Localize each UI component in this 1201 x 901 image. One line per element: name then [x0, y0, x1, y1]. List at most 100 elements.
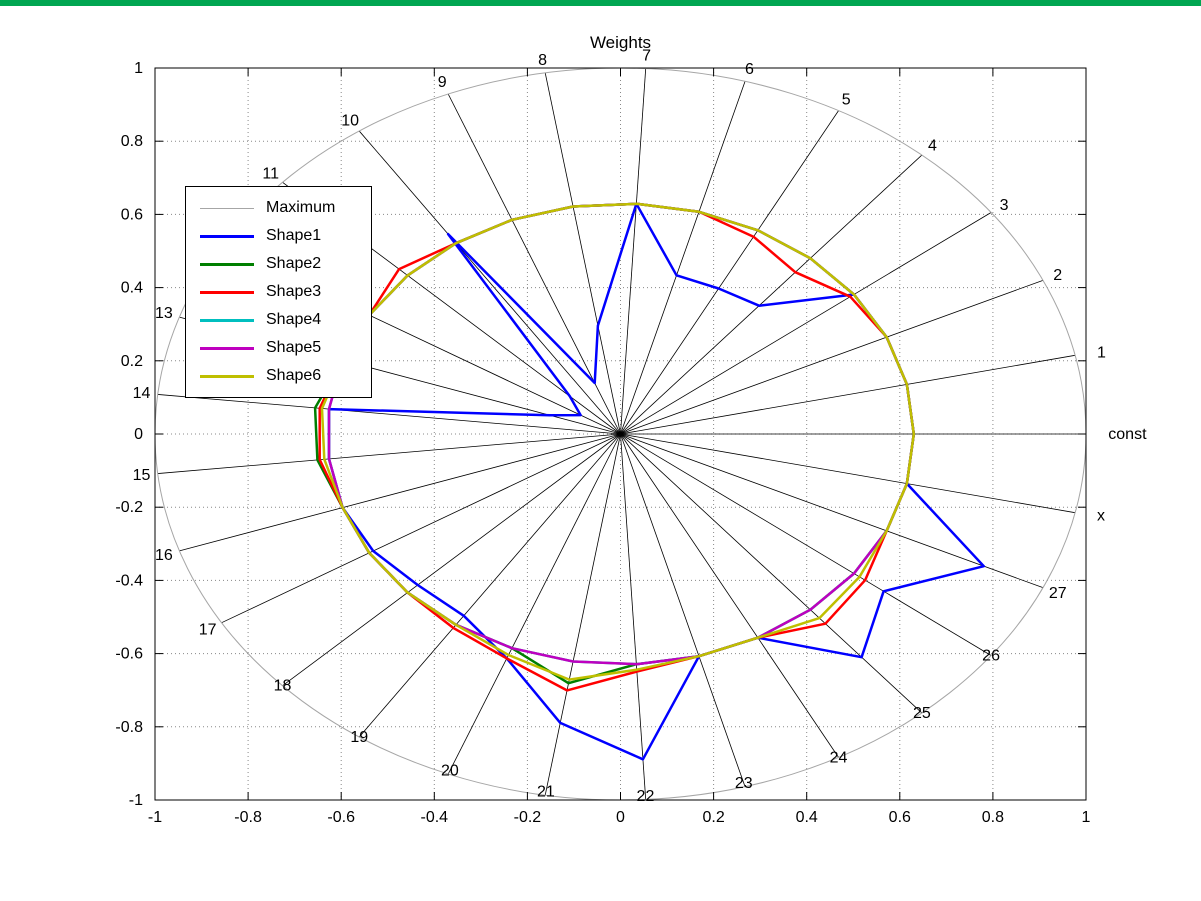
x-tick-label: 0.8 [982, 809, 1004, 826]
spoke-line-3 [620, 212, 992, 435]
spoke-label-27: 27 [1049, 585, 1067, 602]
spoke-line-25 [620, 433, 923, 714]
spoke-label-14: 14 [133, 385, 151, 402]
spoke-label-10: 10 [341, 112, 359, 129]
x-tick-label: 1 [1082, 809, 1091, 826]
legend-item-Shape4[interactable]: Shape4 [186, 306, 371, 334]
spoke-label-11: 11 [262, 165, 279, 182]
spoke-line-6 [620, 81, 746, 435]
y-tick-label: 0.4 [121, 280, 143, 297]
chart-title: Weights [589, 33, 652, 52]
spoke-label-13: 13 [155, 305, 173, 322]
spoke-label-15: 15 [133, 467, 151, 484]
legend[interactable]: Maximum Shape1 Shape2 Shape3 Shape4 Shape5 Sha… [185, 186, 372, 398]
legend-item-Shape1[interactable]: Shape1 [186, 222, 371, 250]
series-Shape6 [320, 202, 916, 681]
window-accent-strip [0, 0, 1201, 6]
spoke-label-21: 21 [537, 784, 555, 801]
spoke-line-9 [447, 93, 621, 435]
spoke-label-17: 17 [199, 621, 217, 638]
legend-line-sample-Shape1 [200, 234, 254, 238]
spoke-line-17 [221, 433, 621, 624]
spoke-label-20: 20 [441, 763, 459, 780]
spoke-label-4: 4 [928, 137, 937, 154]
legend-item-label: Maximum [266, 199, 336, 216]
legend-item-Shape6[interactable]: Shape6 [186, 362, 371, 390]
spoke-label-1: 1 [1097, 345, 1106, 362]
legend-item-Shape5[interactable]: Shape5 [186, 334, 371, 362]
spoke-label-23: 23 [735, 775, 753, 792]
x-tick-label: -0.2 [514, 809, 542, 826]
legend-item-Shape2[interactable]: Shape2 [186, 250, 371, 278]
legend-line-sample-Shape2 [200, 262, 254, 266]
spoke-line-14 [157, 394, 621, 435]
y-tick-label: -0.4 [115, 572, 143, 589]
legend-item-label: Shape4 [266, 311, 322, 328]
spoke-line-27 [620, 433, 1044, 589]
spoke-label-2: 2 [1053, 267, 1062, 284]
y-tick-label: -0.6 [115, 646, 143, 663]
y-tick-label: -0.2 [115, 499, 143, 516]
spoke-label-x: x [1097, 507, 1105, 524]
spoke-label-6: 6 [745, 61, 754, 78]
y-tick-label: 0.6 [121, 206, 143, 223]
spoke-line-5 [620, 110, 839, 435]
legend-item-Maximum[interactable]: Maximum [186, 194, 371, 222]
spoke-label-8: 8 [538, 52, 547, 69]
spoke-label-9: 9 [438, 74, 447, 91]
spoke-line-1 [620, 354, 1076, 435]
y-tick-label: 1 [134, 60, 143, 77]
legend-line-sample-Maximum [200, 207, 254, 209]
spoke-label-22: 22 [637, 788, 655, 805]
legend-item-label: Shape3 [266, 283, 322, 300]
x-tick-label: 0.6 [889, 809, 911, 826]
spoke-line-22 [620, 433, 647, 800]
spoke-label-5: 5 [842, 91, 851, 108]
spoke-line-23 [620, 433, 746, 787]
spoke-line-24 [620, 433, 839, 758]
spoke-label-16: 16 [155, 547, 173, 564]
y-tick-label: 0.8 [121, 133, 143, 150]
spoke-label-7: 7 [642, 48, 651, 65]
x-tick-label: -0.8 [234, 809, 262, 826]
spoke-label-25: 25 [913, 705, 931, 722]
legend-line-sample-Shape6 [200, 374, 254, 378]
spoke-label-26: 26 [982, 647, 1000, 664]
legend-line-sample-Shape5 [200, 346, 254, 350]
spoke-line-19 [358, 433, 621, 738]
spoke-line-18 [282, 433, 621, 687]
x-tick-label: 0.4 [796, 809, 818, 826]
legend-item-label: Shape1 [266, 227, 322, 244]
spoke-line-20 [447, 433, 621, 775]
x-tick-label: -0.4 [421, 809, 449, 826]
spoke-label-const: const [1108, 426, 1147, 443]
spoke-line-26 [620, 433, 992, 656]
x-tick-label: -0.6 [327, 809, 355, 826]
spoke-line-x [620, 433, 1076, 514]
spoke-label-18: 18 [274, 678, 292, 695]
spoke-line-10 [358, 130, 621, 435]
legend-line-sample-Shape4 [200, 318, 254, 322]
legend-item-Shape3[interactable]: Shape3 [186, 278, 371, 306]
legend-item-label: Shape5 [266, 339, 322, 356]
legend-item-label: Shape6 [266, 367, 322, 384]
spoke-label-24: 24 [830, 749, 848, 766]
spoke-line-15 [157, 433, 621, 474]
legend-item-label: Shape2 [266, 255, 322, 272]
spoke-label-3: 3 [1000, 197, 1009, 214]
y-tick-label: 0 [134, 426, 143, 443]
y-tick-label: 0.2 [121, 353, 143, 370]
legend-line-sample-Shape3 [200, 290, 254, 294]
spoke-line-16 [179, 433, 621, 552]
spoke-line-21 [544, 433, 621, 796]
x-tick-label: 0.2 [702, 809, 724, 826]
y-tick-label: -0.8 [115, 719, 143, 736]
x-tick-label: -1 [148, 809, 162, 826]
spoke-line-8 [544, 72, 621, 435]
spoke-line-4 [620, 154, 923, 435]
spoke-line-2 [620, 279, 1044, 435]
y-tick-label: -1 [129, 792, 143, 809]
spoke-line-7 [620, 68, 647, 435]
